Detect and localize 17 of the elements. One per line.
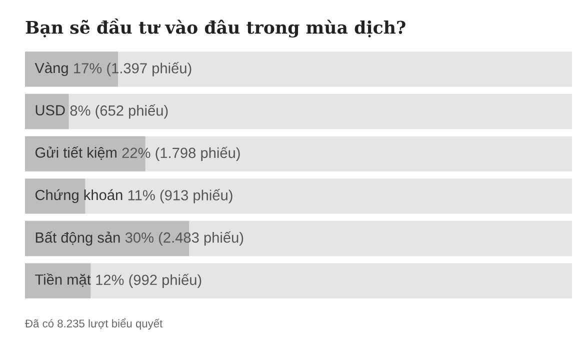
data-label: 8% (652 phiếu) — [70, 104, 168, 119]
chart-title: Bạn sẽ đầu tư vào đâu trong mùa dịch? — [26, 18, 406, 38]
data-label: 11% (913 phiếu) — [128, 189, 232, 204]
data-label: 22% (1.798 phiếu) — [122, 146, 240, 161]
bar — [25, 263, 91, 298]
y-tick-label: Gửi tiết kiệm — [35, 146, 116, 160]
text: Đã có 8.235 lượt biểu quyết — [25, 318, 163, 330]
y-tick-label: Tiền mặt — [35, 273, 91, 287]
y-tick-label: Bất động sản — [36, 231, 120, 246]
data-label: 12% (992 phiếu) — [96, 274, 202, 288]
data-label: 17% (1.397 phiếu) — [74, 62, 192, 76]
y-tick-label: USD — [36, 105, 65, 116]
y-tick-label: Vàng — [34, 62, 68, 76]
bar — [25, 178, 86, 214]
y-tick-label: Chứng khoán — [35, 189, 122, 204]
bar — [25, 94, 69, 130]
data-label: 30% (2.483 phiếu) — [125, 231, 244, 246]
